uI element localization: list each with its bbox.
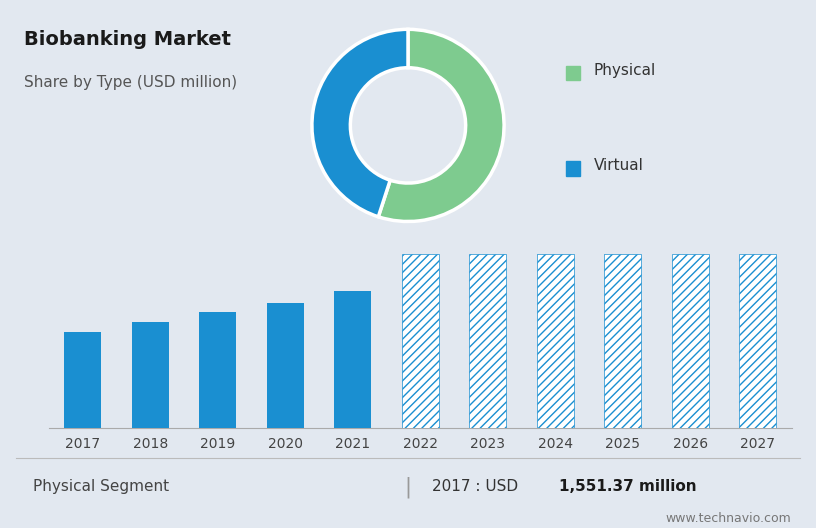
Text: Share by Type (USD million): Share by Type (USD million) — [24, 75, 237, 90]
Wedge shape — [379, 29, 504, 221]
Bar — [401, 254, 439, 428]
Text: Virtual: Virtual — [594, 158, 644, 173]
Text: Physical: Physical — [594, 63, 656, 78]
Bar — [469, 254, 506, 428]
Text: Physical Segment: Physical Segment — [33, 479, 169, 494]
Text: 2017 : USD: 2017 : USD — [432, 479, 524, 494]
Bar — [199, 312, 237, 428]
Bar — [566, 66, 580, 80]
Wedge shape — [312, 29, 408, 217]
Bar — [131, 323, 169, 428]
Bar — [604, 254, 641, 428]
Bar — [537, 254, 574, 428]
Bar — [267, 303, 304, 428]
Bar — [64, 332, 101, 428]
Bar — [566, 162, 580, 175]
Bar — [739, 254, 776, 428]
Bar — [335, 291, 371, 428]
Bar — [672, 254, 709, 428]
Text: www.technavio.com: www.technavio.com — [666, 512, 792, 525]
Text: Biobanking Market: Biobanking Market — [24, 30, 232, 49]
Text: 1,551.37 million: 1,551.37 million — [559, 479, 697, 494]
Text: |: | — [405, 476, 411, 497]
